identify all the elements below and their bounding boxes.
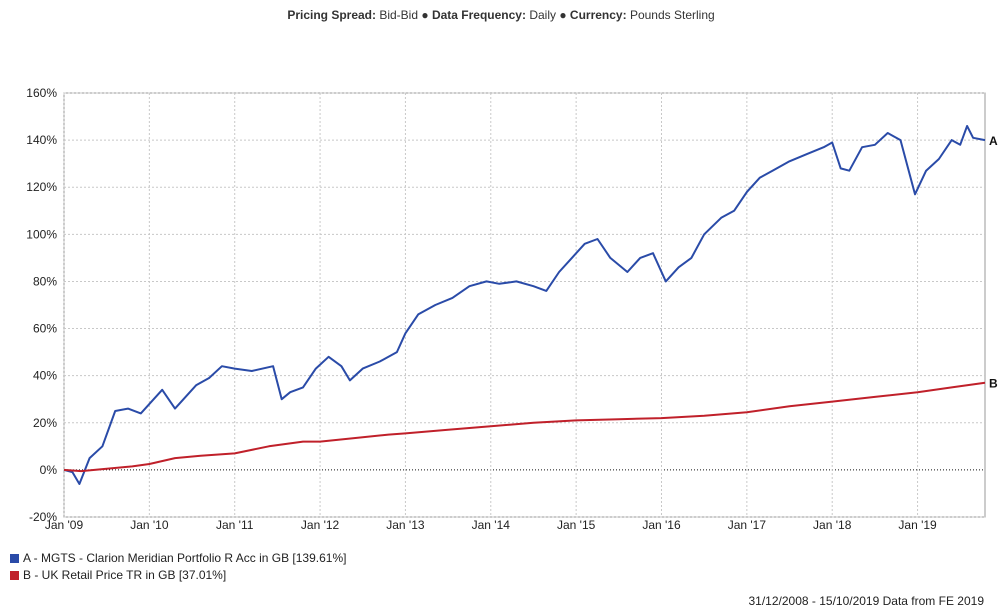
- series-line-a: [63, 125, 986, 485]
- y-tick-label: 40%: [33, 369, 57, 383]
- y-tick-label: 120%: [26, 180, 57, 194]
- series-end-label: B: [989, 377, 998, 391]
- x-tick-label: Jan '11: [216, 518, 254, 532]
- x-tick-label: Jan '14: [472, 518, 511, 532]
- x-tick-label: Jan '12: [301, 518, 340, 532]
- header-separator: ●: [556, 8, 570, 22]
- header-label: Pricing Spread:: [287, 8, 376, 22]
- y-tick-label: 80%: [33, 274, 57, 288]
- y-tick-label: -20%: [29, 510, 57, 524]
- legend-item-b: B - UK Retail Price TR in GB [37.01%]: [10, 568, 226, 582]
- x-tick-label: Jan '17: [728, 518, 767, 532]
- header-label: Currency:: [569, 8, 627, 22]
- y-tick-label: 20%: [33, 416, 57, 430]
- y-tick-label: 60%: [33, 322, 57, 336]
- legend-item-a: A - MGTS - Clarion Meridian Portfolio R …: [10, 551, 346, 565]
- header-label: Data Frequency:: [431, 8, 526, 22]
- x-tick-label: Jan '13: [386, 518, 425, 532]
- header-separator: ●: [418, 8, 432, 22]
- x-tick-label: Jan '19: [898, 518, 937, 532]
- legend-swatch-a: [10, 554, 19, 564]
- y-tick-label: 100%: [26, 227, 57, 241]
- x-tick-label: Jan '10: [130, 518, 169, 532]
- chart-header: Pricing Spread: Bid-Bid ● Data Frequency…: [0, 8, 1002, 22]
- legend-label-b: B - UK Retail Price TR in GB [37.01%]: [23, 568, 227, 582]
- footer-note: 31/12/2008 - 15/10/2019 Data from FE 201…: [748, 594, 985, 608]
- legend-swatch-b: [10, 571, 19, 581]
- y-tick-label: 0%: [40, 463, 58, 477]
- series-line-b: [63, 381, 986, 473]
- plot-area: [63, 92, 986, 518]
- y-tick-label: 140%: [26, 133, 57, 147]
- y-tick-label: 160%: [26, 86, 57, 100]
- series-end-label: A: [989, 134, 998, 148]
- header-value: Bid-Bid: [376, 8, 419, 22]
- header-value: Pounds Sterling: [626, 8, 715, 22]
- x-tick-label: Jan '15: [557, 518, 596, 532]
- legend-label-a: A - MGTS - Clarion Meridian Portfolio R …: [23, 551, 347, 565]
- x-tick-label: Jan '18: [813, 518, 852, 532]
- header-value: Daily: [525, 8, 556, 22]
- x-tick-label: Jan '16: [642, 518, 681, 532]
- x-tick-label: Jan '09: [45, 518, 84, 532]
